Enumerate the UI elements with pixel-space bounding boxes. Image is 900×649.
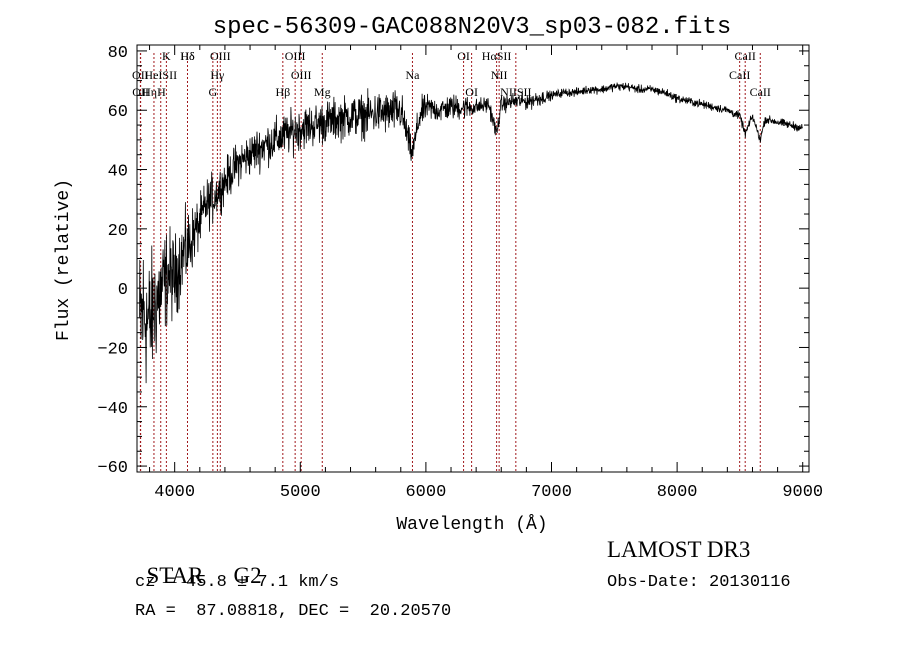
survey-name: LAMOST DR3 bbox=[607, 537, 751, 562]
x-tick-label: 6000 bbox=[405, 483, 446, 502]
x-tick-label: 9000 bbox=[782, 483, 823, 502]
y-tick-label: −40 bbox=[97, 400, 128, 419]
spectral-line-label: HηH bbox=[142, 85, 166, 99]
object-subclass: G2 bbox=[233, 563, 262, 588]
spectral-line-label: CaII bbox=[750, 85, 771, 99]
y-tick-label: −60 bbox=[97, 459, 128, 478]
redshift-velocity: cz = 45.8 ± 7.1 km/s bbox=[135, 573, 340, 592]
spectral-line-label: HeISII bbox=[144, 68, 177, 82]
y-tick-label: 20 bbox=[108, 222, 128, 241]
spectral-line-label: OIII bbox=[285, 49, 306, 63]
spectral-line-label: OI bbox=[457, 49, 470, 63]
flux-series-line bbox=[139, 81, 803, 384]
spectral-line-label: OI bbox=[465, 85, 478, 99]
spectral-line-label: OII bbox=[132, 68, 149, 82]
x-tick-label: 8000 bbox=[657, 483, 698, 502]
y-axis-label: Flux (relative) bbox=[54, 179, 74, 341]
x-axis-label: Wavelength (Å) bbox=[396, 514, 547, 535]
spectral-line-label: Mg bbox=[314, 85, 331, 99]
spectral-line-label: K bbox=[162, 49, 171, 63]
spectral-line-label: CaII bbox=[729, 68, 750, 82]
spectral-line-label: NII bbox=[491, 68, 508, 82]
x-tick-label: 5000 bbox=[280, 483, 321, 502]
spectral-line-label: OIII bbox=[210, 49, 231, 63]
sky-coordinates: RA = 87.08818, DEC = 20.20570 bbox=[135, 602, 452, 621]
y-tick-label: −20 bbox=[97, 340, 128, 359]
chart-title: spec-56309-GAC088N20V3_sp03-082.fits bbox=[213, 14, 731, 41]
y-tick-label: 60 bbox=[108, 103, 128, 122]
spectral-line-markers bbox=[139, 53, 761, 472]
x-axis: 4000 5000 6000 7000 8000 9000 bbox=[149, 45, 823, 502]
spectral-line-label: Na bbox=[405, 68, 420, 82]
spectral-line-label: CaII bbox=[735, 49, 756, 63]
y-tick-label: 0 bbox=[118, 281, 128, 300]
observation-date: Obs-Date: 20130116 bbox=[607, 573, 791, 592]
spectral-line-label: Hγ bbox=[210, 68, 225, 82]
x-tick-label: 7000 bbox=[531, 483, 572, 502]
y-tick-label: 40 bbox=[108, 163, 128, 182]
spectral-line-label: Hδ bbox=[180, 49, 195, 63]
x-tick-label: 4000 bbox=[154, 483, 195, 502]
y-axis: −60 −40 −20 0 20 40 60 80 bbox=[97, 44, 809, 478]
object-class: STAR bbox=[146, 563, 204, 588]
spectral-line-label: Hβ bbox=[275, 85, 290, 99]
y-tick-label: 80 bbox=[108, 44, 128, 63]
spectral-line-label: Hδ bbox=[180, 49, 195, 63]
spectral-line-label: HαSII bbox=[482, 49, 512, 63]
spectral-line-label: NIISII bbox=[500, 85, 531, 99]
spectral-class: STAR G2 bbox=[135, 537, 262, 589]
spectral-line-label: OII bbox=[132, 85, 149, 99]
spectral-line-label: OIII bbox=[291, 68, 312, 82]
spectral-line-label: G bbox=[209, 85, 218, 99]
